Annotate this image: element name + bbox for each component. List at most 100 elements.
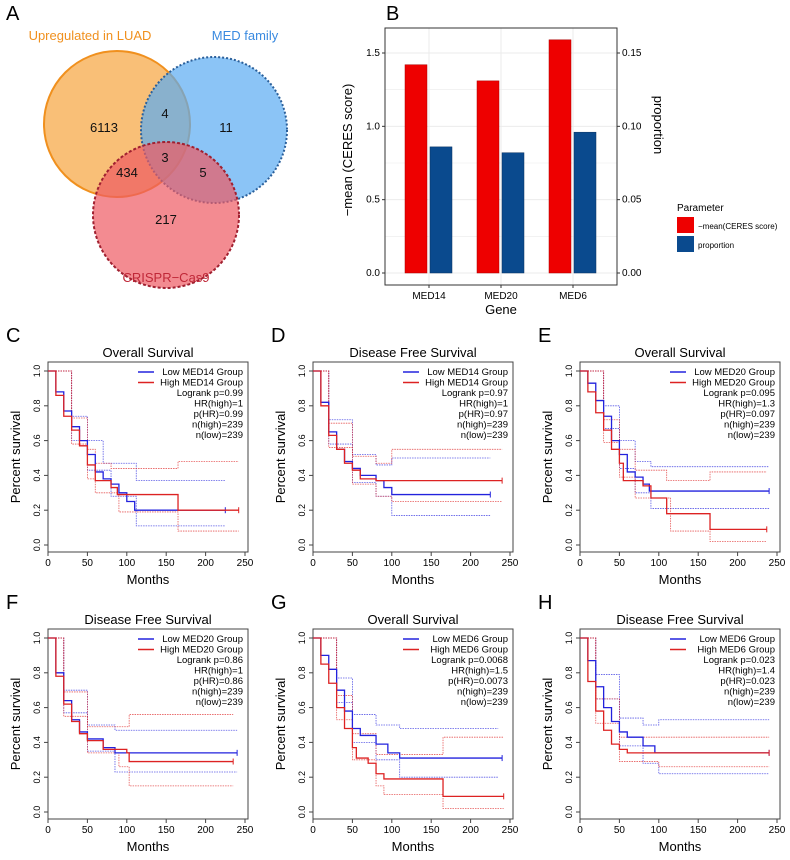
y-tick-label: 0.2 [297,504,307,517]
y-tick-label: 0.0 [297,539,307,552]
legend-entry: HR(high)=1 [194,666,243,677]
plot-border [579,628,781,820]
legend-title: Parameter [677,203,724,214]
legend-label-ceres: −mean(CERES score) [698,222,778,231]
km-plot-g: G Overall Survival 0 50 100 150 200 250 0.0 0.2 0.… [271,592,519,854]
y-tick-label: 0.6 [297,434,307,447]
x-tick-label: 250 [769,558,786,569]
panel-letter: D [271,325,285,347]
high-group-survival-curve [313,370,503,482]
y-tick-label: 0.6 [564,434,574,447]
legend-entry: p(HR)=0.0073 [448,676,508,687]
y-tick-label: 0.8 [297,400,307,413]
y-tick-label: 0.4 [564,469,574,482]
y-tick-label-right: 0.00 [622,268,642,279]
km-plot-d: D Disease Free Survival 0 50 100 150 200 250 0.0… [271,325,519,587]
legend-entry: n(high)=239 [192,687,243,698]
y-tick-label: 1.0 [564,632,574,645]
x-tick-label: 200 [462,825,479,836]
y-tick-label: 0.6 [564,701,574,714]
legend-entry: High MED14 Group [160,378,243,389]
x-tick-label: 100 [650,825,667,836]
panel-letter: C [6,325,20,347]
legend-entry: p(HR)=0.86 [194,676,243,687]
high-group-survival-curve [580,370,767,530]
venn-diagram: A Upregulated in LUAD MED family CRISPR−… [6,3,288,289]
legend-entry: n(high)=239 [192,420,243,431]
legend-entry: Logrank p=0.86 [177,655,243,666]
plot-border [312,361,514,553]
x-tick-label: 0 [577,558,583,569]
low-group-ci-lower [580,370,770,509]
x-tick-label: 50 [347,825,359,836]
km-plot-f: F Disease Free Survival 0 50 100 150 200 250 0.0… [6,592,254,854]
legend-entry: n(low)=239 [196,430,243,441]
legend-entry: HR(high)=1 [459,399,508,410]
y-tick-label: 0.8 [564,667,574,680]
legend-entry: HR(high)=1 [194,399,243,410]
legend-entry: HR(high)=1.4 [718,666,775,677]
legend-entry: Logrank p=0.095 [703,388,775,399]
low-group-survival-curve [313,637,503,759]
plot-title: Disease Free Survival [349,345,476,360]
panel-letter: F [6,592,18,614]
y-tick-label: 0.6 [297,701,307,714]
panel-letter: H [538,592,552,614]
legend-entry: p(HR)=0.097 [720,409,775,420]
x-tick-label: 100 [118,558,135,569]
y-axis-title: Percent survival [540,678,555,771]
y-tick-label: 0.2 [297,771,307,784]
y-tick-label: 0.2 [564,771,574,784]
y-tick-label: 0.2 [564,504,574,517]
high-group-ci-upper [580,370,767,482]
y-axis-title: Percent survival [273,678,288,771]
low-group-ci-lower [313,370,491,516]
y-tick-label: 0.4 [297,736,307,749]
y-tick-label: 0.0 [32,539,42,552]
legend-entry: High MED20 Group [160,645,243,656]
x-tick-label: MED14 [412,291,446,302]
legend-entry: n(high)=239 [457,420,508,431]
legend-entry: Low MED6 Group [432,634,508,645]
low-group-survival-curve [580,637,770,754]
venn-count-luad-only: 6113 [90,120,118,135]
legend-entry: n(low)=239 [728,697,775,708]
x-tick-label: 200 [197,825,214,836]
venn-count-all: 3 [161,150,168,165]
y-tick-label-left: 1.5 [366,48,380,59]
legend-entry: HR(high)=1.3 [718,399,775,410]
x-tick-label: 0 [310,558,316,569]
legend-entry: Logrank p=0.0068 [431,655,508,666]
plot-title: Overall Survival [102,345,193,360]
venn-count-med-only: 11 [219,120,233,135]
plot-border [384,27,618,286]
plot-border [47,628,249,820]
plot-border [47,361,249,553]
high-group-survival-curve [580,637,770,754]
venn-count-luad-med: 4 [161,106,168,121]
legend-entry: Low MED20 Group [162,634,243,645]
x-tick-label: 150 [423,825,440,836]
panel-letter: G [271,592,287,614]
x-tick-label: 250 [769,825,786,836]
x-tick-label: 150 [158,558,175,569]
y-axis-title-left: −mean (CERES score) [340,84,355,217]
y-tick-label: 0.0 [32,806,42,819]
legend-entry: p(HR)=0.99 [194,409,243,420]
y-tick-label: 0.0 [564,539,574,552]
x-tick-label: 50 [614,558,626,569]
panel-letter-b: B [386,3,399,25]
y-tick-label: 0.4 [32,469,42,482]
legend-entry: HR(high)=1.5 [451,666,508,677]
venn-count-luad-crispr: 434 [116,165,138,180]
y-tick-label-right: 0.15 [622,48,642,59]
y-tick-label-right: 0.10 [622,121,642,132]
legend-entry: Logrank p=0.97 [442,388,508,399]
legend-entry: n(high)=239 [457,687,508,698]
y-tick-label: 1.0 [32,365,42,378]
x-tick-label: 250 [502,558,519,569]
x-tick-label: 200 [462,558,479,569]
x-tick-label: MED20 [484,291,518,302]
y-tick-label: 0.8 [564,400,574,413]
bar-ceres-MED6 [548,39,572,274]
